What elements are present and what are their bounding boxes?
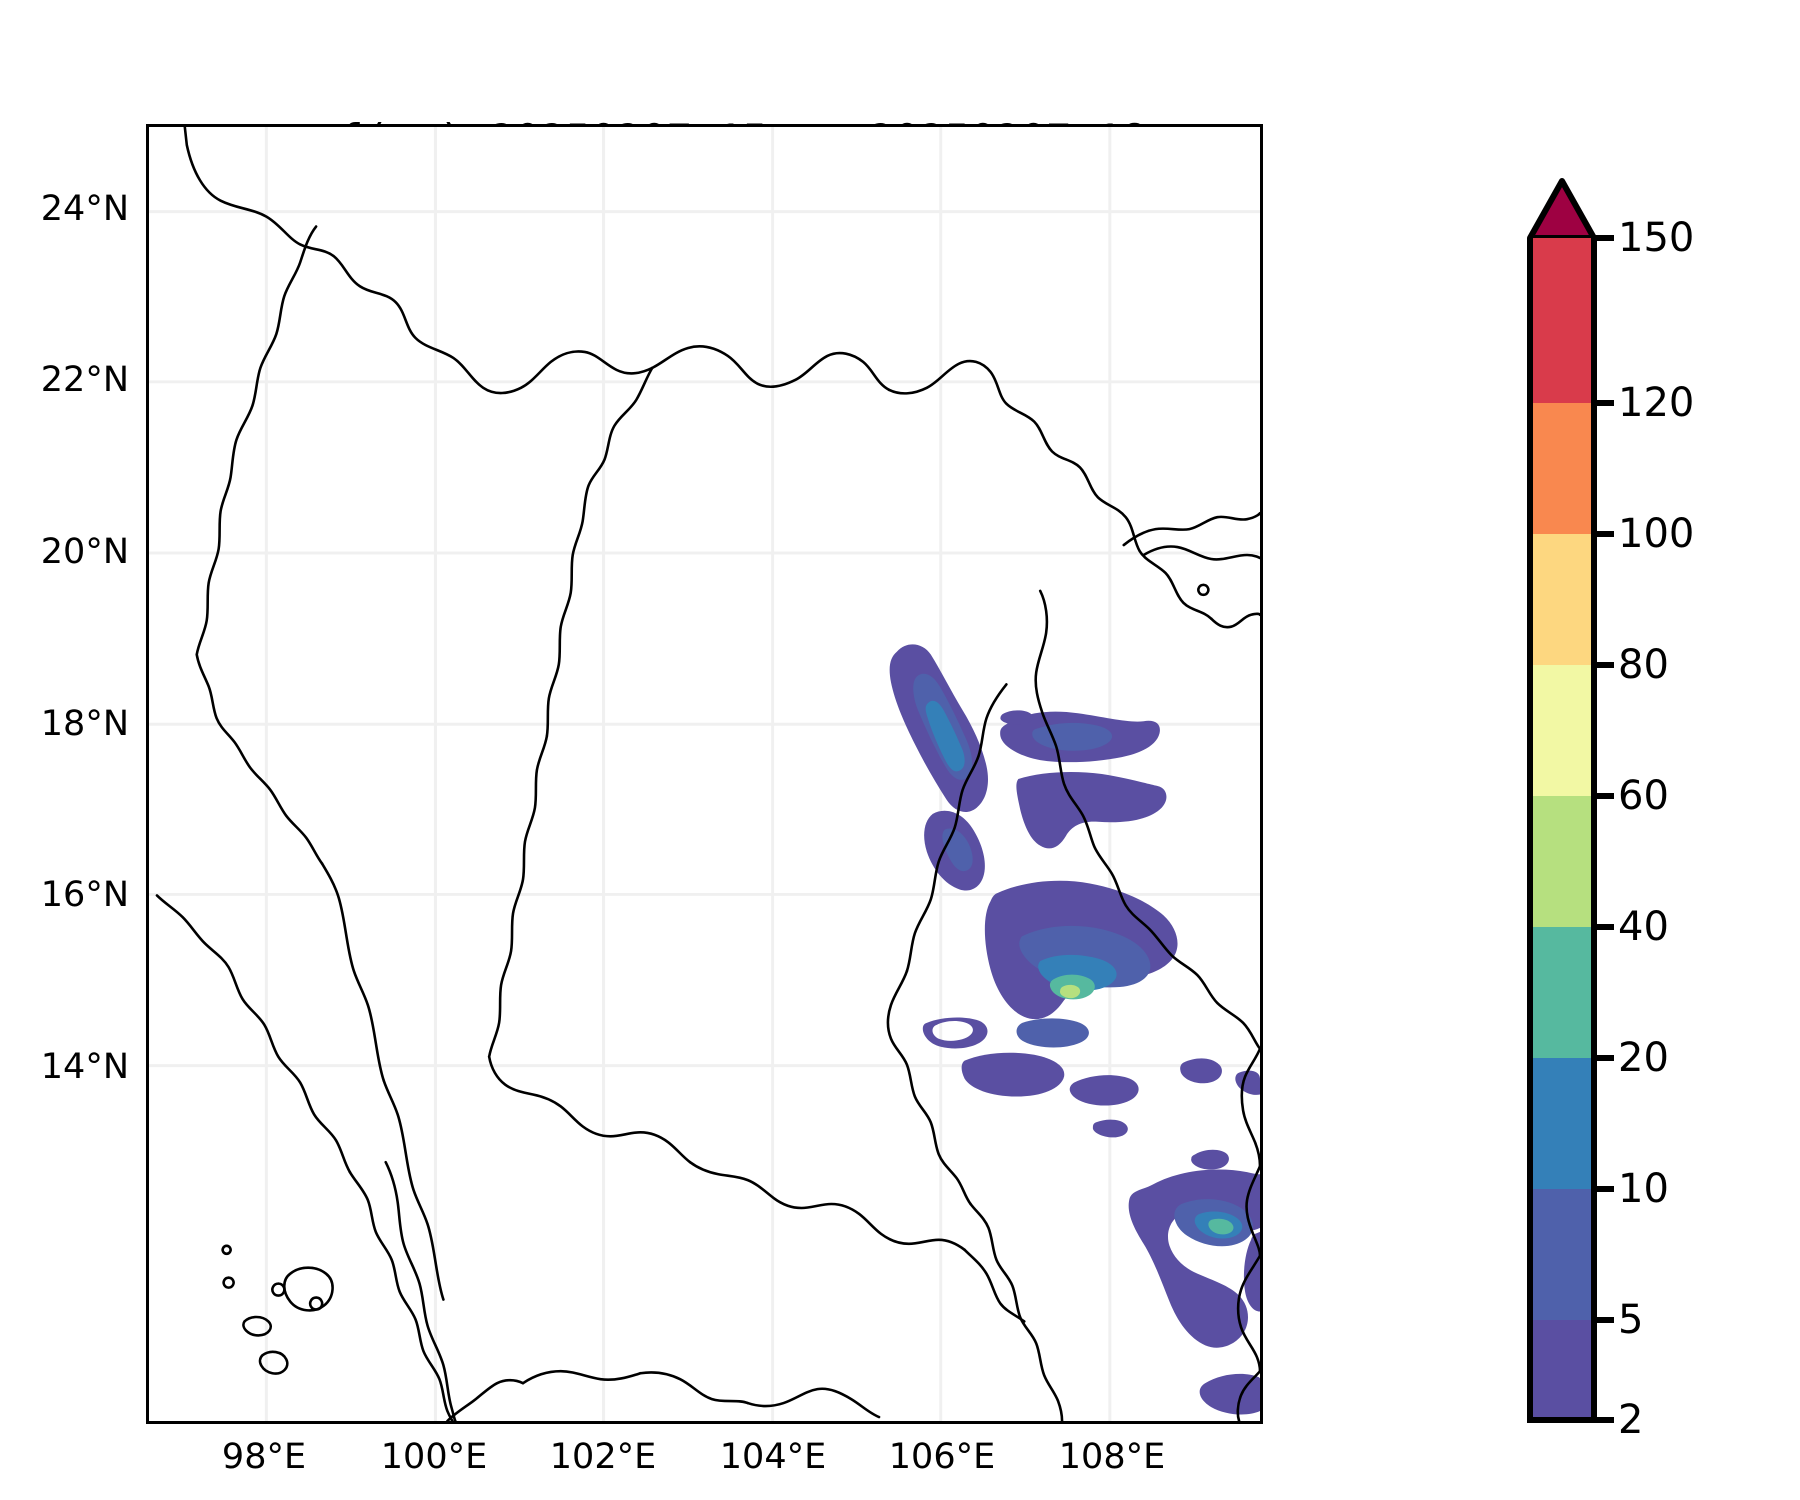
colorbar-band-2-5 [1530,1320,1594,1420]
colorbar-band-10-20 [1530,1058,1594,1189]
lat-tick-22n: 22°N [40,360,129,400]
lon-tick-102e: 102°E [549,1437,657,1477]
colorbar-tick-label-80: 80 [1618,642,1669,688]
lon-tick-106e: 106°E [888,1437,996,1477]
lat-tick-14n: 14°N [40,1047,129,1087]
map-canvas [149,127,1260,1421]
lat-tick-20n: 20°N [40,532,129,572]
rainfall-region-quang-binh-band [1016,771,1167,849]
colorbar-tick-label-100: 100 [1618,511,1695,557]
colorbar-band-60-80 [1530,665,1594,796]
rainfall-region-hue-danang-core [961,880,1178,1138]
lon-tick-100e: 100°E [380,1437,488,1477]
colorbar-band-100-120 [1530,403,1594,534]
lat-tick-16n: 16°N [40,875,129,915]
lat-tick-24n: 24°N [40,189,129,229]
rainfall-region-north-central-vietnam-coast [889,644,989,891]
map-plot-area [146,124,1263,1424]
colorbar-tick-label-2: 2 [1618,1397,1644,1443]
colorbar-band-5-10 [1530,1189,1594,1320]
colorbar-tick-label-5: 5 [1618,1297,1644,1343]
colorbar-ticks [1594,235,1614,1423]
latitude-tick-labels: 24°N 22°N 20°N 18°N 16°N 14°N [0,0,130,1500]
colorbar-tick-label-150: 150 [1618,215,1695,261]
colorbar-tick-label-120: 120 [1618,380,1695,426]
colorbar-tick-label-10: 10 [1618,1166,1669,1212]
colorbar-tick-label-20: 20 [1618,1035,1669,1081]
colorbar-band-120-150 [1530,238,1594,403]
rainfall-region-isolated-inland-patch [922,1017,988,1049]
map-coastlines-and-borders [155,127,1260,1421]
colorbar-band-40-60 [1530,796,1594,927]
lat-tick-18n: 18°N [40,704,129,744]
rainfall-region-south-central-coast [1128,1149,1260,1348]
lon-tick-98e: 98°E [221,1437,307,1477]
lon-tick-108e: 108°E [1058,1437,1166,1477]
lon-tick-104e: 104°E [719,1437,827,1477]
rainfall-region-binh-dinh-tail [1199,1373,1260,1415]
rainfall-region-gulf-of-tonkin-band [1000,710,1160,763]
colorbar: 150 120 100 80 60 40 20 10 5 2 [1522,126,1792,1443]
colorbar-canvas [1527,178,1614,1423]
colorbar-band-80-100 [1530,534,1594,665]
colorbar-over-extension [1527,178,1597,241]
colorbar-band-20-40 [1530,927,1594,1058]
colorbar-tick-label-40: 40 [1618,904,1669,950]
rainfall-shading-layer [889,644,1260,1415]
colorbar-tick-label-60: 60 [1618,773,1669,819]
map-gridlines [149,127,1260,1421]
